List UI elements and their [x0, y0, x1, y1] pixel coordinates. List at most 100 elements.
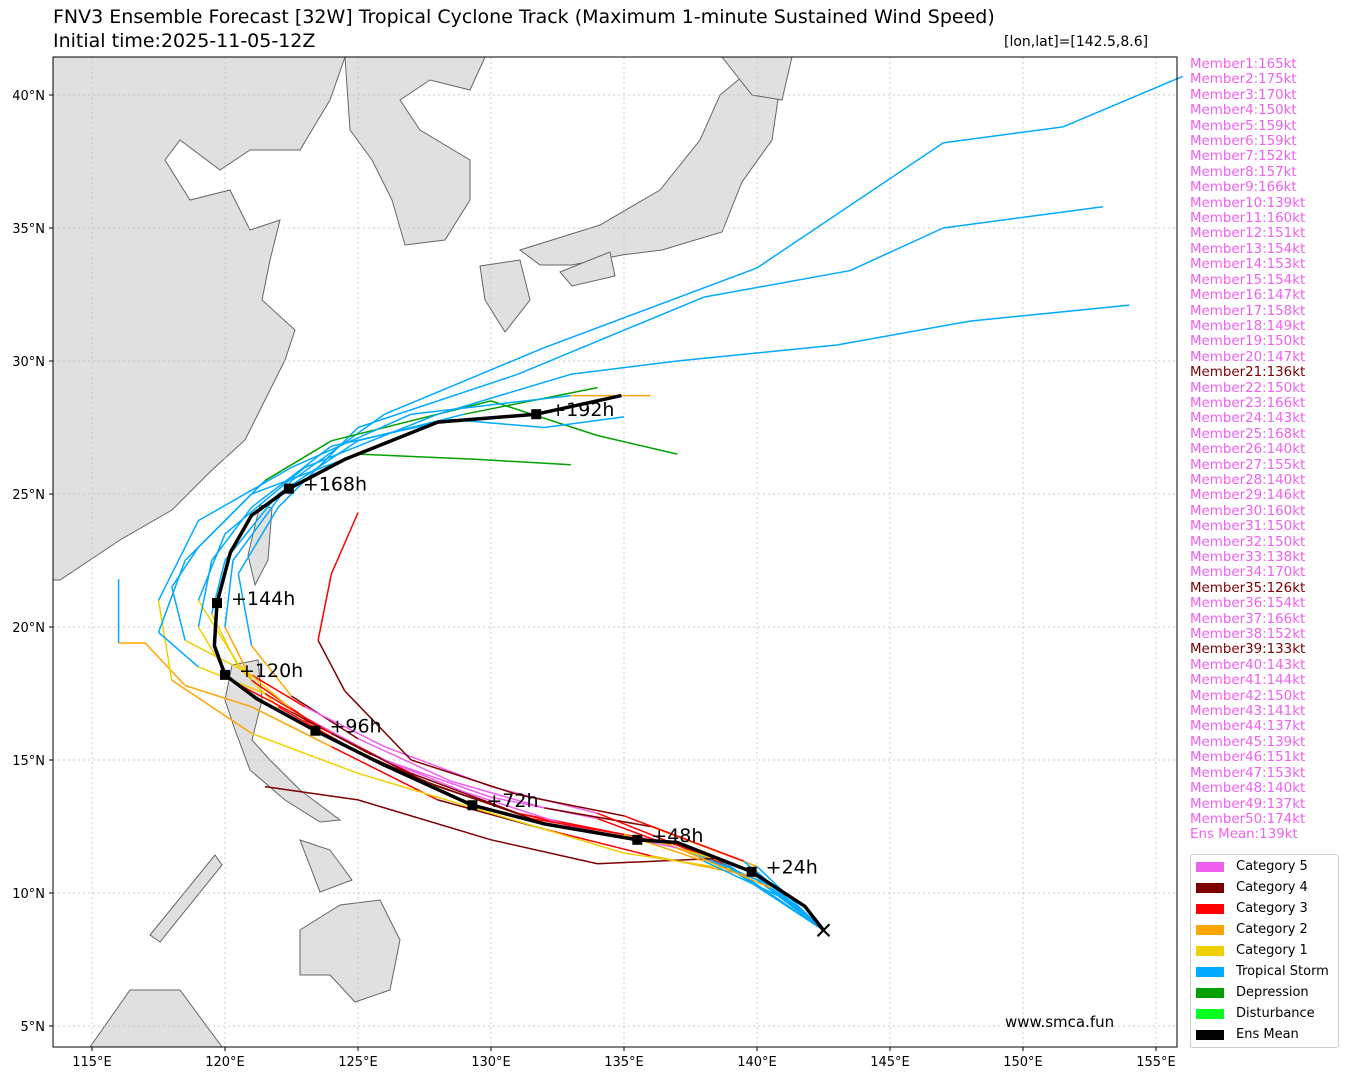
legend-label: Depression: [1236, 985, 1309, 1000]
member-intensity: Member49:137kt: [1190, 796, 1306, 812]
member-track-segment: [251, 645, 293, 697]
member-track-segment: [410, 759, 518, 796]
member-track-segment: [157, 600, 173, 681]
member-intensity: Member23:166kt: [1190, 395, 1306, 411]
legend-label: Category 2: [1236, 922, 1308, 937]
initial-time: Initial time:2025-11-05-12Z: [53, 30, 316, 52]
member-intensity: Member27:155kt: [1190, 457, 1306, 473]
start-position-x-icon: [816, 923, 831, 937]
land-korea: [344, 56, 486, 246]
member-intensity: Member41:144kt: [1190, 673, 1306, 689]
member-intensity: Member40:143kt: [1190, 657, 1306, 673]
position-label: [lon,lat]=[142.5,8.6]: [1004, 34, 1149, 50]
ens-mean-time-label: +168h: [303, 474, 367, 496]
member-intensity: Member38:152kt: [1190, 627, 1306, 643]
legend-label: Tropical Storm: [1236, 964, 1329, 979]
member-track-segment: [264, 785, 359, 801]
member-track-segment: [264, 440, 332, 482]
member-track-segment: [357, 738, 452, 782]
axis-ticks: 115°E 120°E 125°E 130°E 135°E 140°E 145°E 150°E…: [12, 89, 1176, 1070]
member-intensity: Member12:151kt: [1190, 226, 1306, 242]
legend-swatch: [1196, 945, 1224, 956]
member-track-segment: [171, 546, 200, 588]
member-intensity: Member17:158kt: [1190, 303, 1306, 319]
member-intensity: Member8:157kt: [1190, 164, 1297, 180]
ens-mean-time-label: +72h: [486, 790, 538, 812]
legend-item: Category 3: [1196, 898, 1308, 919]
member-intensity: Member42:150kt: [1190, 688, 1306, 704]
ens-mean-time-label: +24h: [766, 857, 818, 879]
lat-tick-label: 25°N: [12, 488, 45, 503]
lon-tick-label: 115°E: [72, 1055, 112, 1070]
lat-tick-label: 15°N: [12, 754, 45, 769]
member-track-segment: [371, 753, 465, 793]
member-track-segment: [703, 860, 784, 899]
member-track-segment: [237, 666, 279, 708]
lon-tick-label: 140°E: [737, 1055, 777, 1070]
member-intensity: Member3:170kt: [1190, 87, 1297, 103]
map-frame: [52, 56, 1178, 1048]
ens-mean-time-label: +120h: [239, 660, 303, 682]
member-track-segment: [384, 759, 492, 798]
ens-mean-marker: [467, 800, 478, 811]
lon-tick-label: 145°E: [870, 1055, 910, 1070]
member-track-segment: [251, 679, 306, 719]
member-intensity: Ens Mean:139kt: [1190, 827, 1298, 843]
member-intensity: Member2:175kt: [1190, 72, 1297, 88]
member-intensity: Member5:159kt: [1190, 118, 1297, 134]
member-intensity: Member13:154kt: [1190, 241, 1306, 257]
member-track-segment: [477, 458, 571, 466]
land-palawan: [149, 854, 223, 943]
member-track-segment: [251, 445, 332, 508]
ens-mean-marker: [283, 483, 294, 494]
lat-tick-label: 30°N: [12, 355, 45, 370]
legend-swatch: [1196, 924, 1224, 935]
member-intensity: Member24:143kt: [1190, 411, 1306, 427]
member-track-segment: [570, 360, 678, 376]
website-label: www.smca.fun: [1005, 1013, 1115, 1031]
member-track-segment: [410, 772, 518, 814]
member-track-segment: [237, 573, 253, 646]
member-track-segment: [424, 780, 532, 820]
ensemble-mean-track: +24h +48h +72h +96h +120h +144h +168h +192h: [212, 393, 831, 937]
legend-swatch: [1196, 882, 1224, 893]
legend-item: Tropical Storm: [1196, 961, 1329, 982]
member-track-segment: [357, 373, 518, 429]
member-track-segment: [490, 400, 598, 437]
ens-mean-time-label: +96h: [329, 716, 381, 738]
ens-mean-marker: [220, 669, 230, 680]
member-intensity: Member43:141kt: [1190, 704, 1306, 720]
member-track-segment: [836, 320, 970, 346]
member-track-segment: [198, 466, 292, 522]
member-track-segment: [251, 674, 306, 708]
member-intensity: Member32:150kt: [1190, 534, 1306, 550]
member-track-segment: [384, 347, 545, 415]
member-track-segment: [544, 807, 651, 828]
ens-mean-time-label: +144h: [231, 588, 295, 610]
legend-item: Ens Mean: [1196, 1024, 1299, 1045]
member-track-segment: [317, 573, 333, 641]
member-track-segment: [623, 852, 731, 870]
member-intensity: Member37:166kt: [1190, 611, 1306, 627]
member-track-segment: [157, 560, 186, 633]
member-intensity: Member6:159kt: [1190, 134, 1297, 150]
member-track-segment: [676, 847, 771, 889]
member-track-segment: [144, 642, 186, 687]
land-china: [52, 56, 346, 581]
member-intensity: Member31:150kt: [1190, 519, 1306, 535]
member-intensity: Member14:153kt: [1190, 257, 1306, 273]
ens-mean-time-label: +192h: [550, 399, 614, 421]
member-intensity: Member34:170kt: [1190, 565, 1306, 581]
member-intensity: Member26:140kt: [1190, 442, 1306, 458]
lat-tick-label: 5°N: [21, 1020, 46, 1035]
member-track-segment: [184, 493, 253, 562]
member-track-segment: [597, 434, 678, 455]
member-intensity: Member16:147kt: [1190, 288, 1306, 304]
member-intensity: Member21:136kt: [1190, 365, 1306, 381]
member-intensity: Member18:149kt: [1190, 318, 1306, 334]
ens-mean-marker: [632, 834, 643, 845]
lon-tick-label: 130°E: [471, 1055, 511, 1070]
member-track-segment: [330, 512, 359, 575]
lon-tick-label: 125°E: [338, 1055, 378, 1070]
